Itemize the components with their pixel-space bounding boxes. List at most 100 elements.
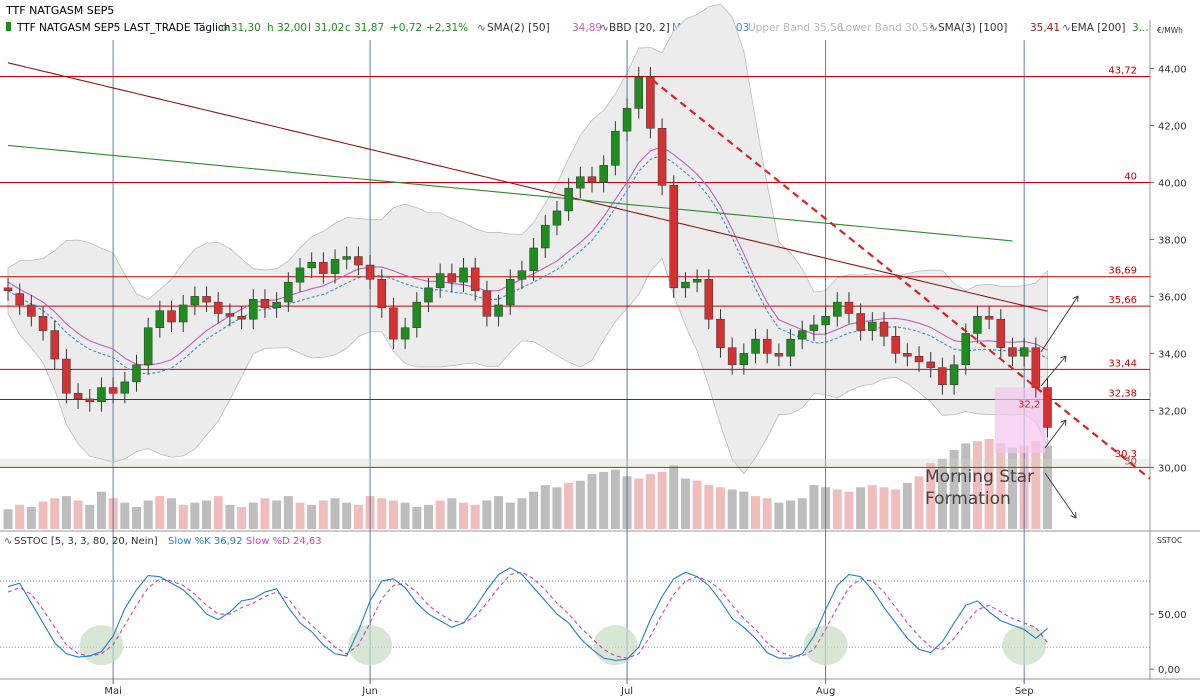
candle-body bbox=[984, 316, 994, 320]
volume-bar bbox=[505, 502, 515, 529]
wave-icon: ∿ bbox=[929, 22, 938, 34]
level-label: 35,66 bbox=[1108, 295, 1137, 306]
candle-body bbox=[949, 364, 959, 385]
volume-bars bbox=[3, 439, 1053, 529]
candle-body bbox=[634, 76, 643, 109]
legend-sma3-value: 35,41 bbox=[1030, 22, 1060, 34]
volume-bar bbox=[202, 500, 212, 529]
candle-body bbox=[27, 304, 36, 317]
y-tick-label: 42,00 bbox=[1158, 121, 1187, 132]
candle-body bbox=[1031, 347, 1041, 388]
downtrend-line bbox=[651, 79, 1151, 480]
candle-body bbox=[447, 273, 457, 283]
y-tick-label: 32,00 bbox=[1158, 406, 1187, 417]
volume-bar bbox=[260, 498, 270, 529]
volume-bar bbox=[3, 509, 13, 529]
volume-bar bbox=[832, 489, 842, 529]
bollinger-band bbox=[7, 3, 1048, 475]
candle-body bbox=[646, 76, 655, 129]
candle-body bbox=[541, 224, 550, 249]
candle-body bbox=[552, 210, 562, 226]
stoch-d-label: Slow %D 24,63 bbox=[246, 536, 322, 547]
candle-body bbox=[155, 310, 165, 328]
candle-body bbox=[751, 338, 760, 354]
volume-bar bbox=[131, 507, 141, 529]
wave-icon: ∿ bbox=[477, 22, 486, 34]
volume-bar bbox=[377, 498, 387, 529]
candle-body bbox=[797, 330, 807, 340]
volume-bar bbox=[482, 500, 492, 529]
candle-body bbox=[996, 318, 1006, 348]
level-label: 32,38 bbox=[1108, 389, 1137, 400]
legend-close: c 31,87 bbox=[345, 22, 384, 34]
candle-body bbox=[844, 301, 854, 314]
trend-lines: 32,2 bbox=[651, 79, 1151, 519]
pattern-box bbox=[994, 387, 1046, 454]
annotation-line-2: Formation bbox=[925, 489, 1011, 509]
volume-bar bbox=[1031, 441, 1041, 529]
bollinger-band-fill bbox=[7, 3, 1048, 475]
candle-body bbox=[143, 327, 153, 366]
y-tick-label: 38,00 bbox=[1158, 235, 1187, 246]
level-label: 43,72 bbox=[1108, 65, 1137, 76]
arrow-head bbox=[1072, 295, 1079, 303]
candle-body bbox=[73, 393, 83, 400]
volume-bar bbox=[167, 498, 177, 529]
candle-body bbox=[786, 338, 795, 357]
support-zone bbox=[0, 458, 1150, 468]
volume-bar bbox=[178, 504, 188, 529]
candle-body bbox=[961, 333, 971, 366]
stoch-legend: ∿ SSTOC [5, 3, 3, 80, 20, Nein] Slow %K … bbox=[4, 536, 322, 547]
volume-bar bbox=[213, 496, 223, 529]
candle-body bbox=[587, 176, 597, 183]
candle-body bbox=[692, 279, 702, 283]
oversold-circle bbox=[593, 625, 638, 666]
legend-low: l 31,02 bbox=[308, 22, 344, 34]
level-label: 36,69 bbox=[1108, 266, 1137, 277]
volume-bar bbox=[283, 496, 293, 529]
volume-bar bbox=[400, 502, 410, 529]
volume-bar bbox=[587, 474, 597, 529]
stoch-tick-label: 50,00 bbox=[1158, 610, 1187, 621]
candle-body bbox=[178, 304, 188, 323]
candle-legend-icon bbox=[6, 22, 11, 31]
volume-bar bbox=[225, 504, 235, 529]
support-label: 30,3 bbox=[1115, 449, 1137, 460]
volume-bar bbox=[552, 487, 562, 529]
volume-bar bbox=[809, 485, 819, 529]
candle-body bbox=[1043, 387, 1052, 428]
y-tick-label: 36,00 bbox=[1158, 292, 1187, 303]
wave-icon: ∿ bbox=[4, 536, 12, 547]
candle-body bbox=[3, 287, 13, 291]
volume-bar bbox=[447, 498, 457, 529]
candle-body bbox=[926, 361, 935, 368]
legend-high: h 32,00 bbox=[267, 22, 307, 34]
volume-bar bbox=[856, 487, 866, 529]
candle-body bbox=[914, 355, 924, 363]
y-tick-label: 34,00 bbox=[1158, 349, 1187, 360]
legend-sma2-value: 34,89 bbox=[572, 22, 602, 34]
volume-bar bbox=[1043, 445, 1053, 529]
volume-bar bbox=[435, 500, 445, 529]
candle-body bbox=[307, 261, 316, 269]
volume-bar bbox=[891, 489, 901, 529]
wave-icon: ∿ bbox=[600, 22, 609, 34]
volume-bar bbox=[797, 498, 807, 529]
candle-body bbox=[716, 318, 725, 348]
candle-body bbox=[833, 301, 842, 317]
candle-body bbox=[50, 330, 59, 360]
stoch-label: SSTOC [5, 3, 3, 80, 20, Nein] bbox=[14, 536, 158, 547]
candle-body bbox=[108, 387, 118, 394]
volume-bar bbox=[307, 504, 317, 529]
legend-ema-value: 3... bbox=[1132, 22, 1149, 34]
annotation-line-1: Morning Star bbox=[925, 467, 1034, 487]
arrow-head bbox=[1070, 511, 1077, 519]
morning-star-highlight bbox=[994, 387, 1046, 454]
projection-arrow bbox=[1044, 419, 1067, 449]
candle-body bbox=[681, 281, 690, 289]
volume-bar bbox=[1007, 447, 1017, 529]
candle-body bbox=[891, 336, 900, 354]
stochastic-panel: 0,00 50,00 bbox=[0, 567, 1187, 676]
candle-body bbox=[727, 347, 737, 366]
